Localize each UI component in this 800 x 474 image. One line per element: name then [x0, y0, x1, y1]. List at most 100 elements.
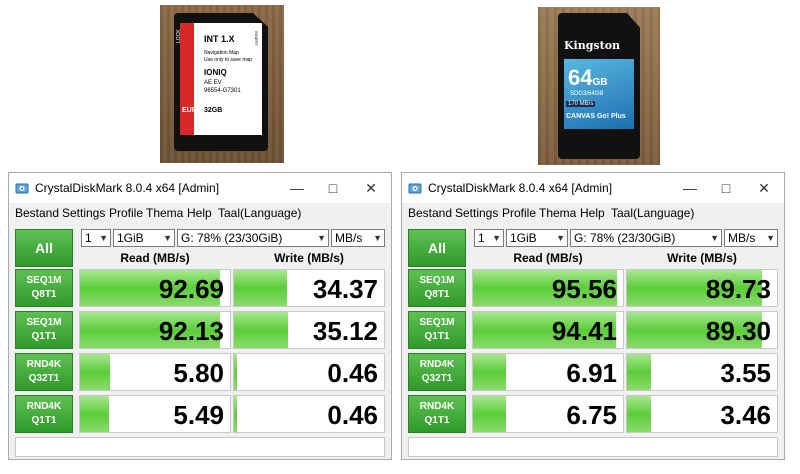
- read-result-cell: 95.56: [472, 269, 624, 307]
- minimize-button[interactable]: —: [683, 180, 697, 196]
- write-value: 89.73: [705, 274, 771, 304]
- seq1m-q8t1-button[interactable]: SEQ1M Q8T1: [15, 269, 73, 307]
- read-result-cell: 92.13: [79, 311, 231, 349]
- test-queue: Q32T1: [28, 373, 60, 384]
- write-result-cell: 0.46: [233, 395, 385, 433]
- card-text-lock: LOCK: [176, 29, 182, 43]
- test-queue: Q1T1: [424, 331, 450, 342]
- photo-kingston-sd-card: Kingston 64GB SDG3/64GB 170 MB/s CANVAS …: [538, 7, 660, 165]
- menu-help[interactable]: Help: [187, 206, 212, 220]
- card-text-navmap: Navigation Map: [204, 50, 239, 56]
- write-bar: [627, 270, 762, 306]
- test-name: SEQ1M: [419, 317, 455, 328]
- photo-navigation-sd-card: INT 1.X Navigation Map Use only to save …: [160, 5, 284, 163]
- test-name: RND4K: [419, 401, 455, 412]
- card-text-ioniq: IONIQ: [204, 68, 227, 77]
- write-value: 3.55: [720, 358, 771, 388]
- minimize-button[interactable]: —: [290, 180, 304, 196]
- title-bar: CrystalDiskMark 8.0.4 x64 [Admin] — □ ✕: [9, 173, 391, 203]
- menu-language[interactable]: Taal(Language): [218, 206, 302, 220]
- test-queue: Q32T1: [421, 373, 453, 384]
- drive-select[interactable]: G: 78% (23/30GiB) ▼: [570, 229, 722, 247]
- menu-thema[interactable]: Thema: [146, 206, 184, 220]
- menu-language[interactable]: Taal(Language): [611, 206, 695, 220]
- read-result-cell: 92.69: [79, 269, 231, 307]
- all-button[interactable]: All: [15, 229, 73, 267]
- close-button[interactable]: ✕: [365, 180, 377, 196]
- write-value: 89.30: [705, 316, 771, 346]
- seq1m-q1t1-button[interactable]: SEQ1M Q1T1: [15, 311, 73, 349]
- read-value: 92.69: [158, 274, 224, 304]
- menu-profile[interactable]: Profile: [502, 206, 537, 220]
- comment-input[interactable]: [15, 437, 385, 457]
- menu-profile[interactable]: Profile: [109, 206, 144, 220]
- maximize-button[interactable]: □: [721, 180, 731, 196]
- drive-select[interactable]: G: 78% (23/30GiB) ▼: [177, 229, 329, 247]
- menu-settings[interactable]: Settings: [62, 206, 106, 220]
- rnd4k-q1t1-button[interactable]: RND4K Q1T1: [408, 395, 466, 433]
- chevron-down-icon: ▼: [99, 233, 108, 243]
- chevron-down-icon: ▼: [556, 233, 565, 243]
- rnd4k-q32t1-button[interactable]: RND4K Q32T1: [408, 353, 466, 391]
- read-value: 6.75: [566, 400, 617, 430]
- menu-bestand[interactable]: Bestand: [15, 206, 60, 220]
- comment-input[interactable]: [408, 437, 778, 457]
- read-value: 6.91: [566, 358, 617, 388]
- all-button[interactable]: All: [408, 229, 466, 267]
- write-result-cell: 0.46: [233, 353, 385, 391]
- unit-select[interactable]: MB/s ▼: [724, 229, 778, 247]
- write-result-cell: 89.73: [626, 269, 778, 307]
- read-value: 92.13: [158, 316, 224, 346]
- read-bar: [80, 270, 220, 306]
- test-name: RND4K: [26, 401, 62, 412]
- test-count-select[interactable]: 1 ▼: [81, 229, 111, 247]
- write-result-cell: 3.46: [626, 395, 778, 433]
- test-count-select[interactable]: 1 ▼: [474, 229, 504, 247]
- write-header: Write (MB/s): [274, 251, 344, 265]
- write-value: 0.46: [327, 358, 378, 388]
- maximize-button[interactable]: □: [328, 180, 338, 196]
- read-result-cell: 94.41: [472, 311, 624, 349]
- test-queue: Q1T1: [31, 331, 57, 342]
- unit-select[interactable]: MB/s ▼: [331, 229, 385, 247]
- write-bar: [627, 396, 651, 432]
- test-size-select[interactable]: 1GiB ▼: [113, 229, 175, 247]
- menu-thema[interactable]: Thema: [539, 206, 577, 220]
- close-button[interactable]: ✕: [758, 180, 770, 196]
- read-result-cell: 6.75: [472, 395, 624, 433]
- card-capacity-value: 64: [568, 65, 593, 90]
- write-bar: [234, 270, 287, 306]
- window-title: CrystalDiskMark 8.0.4 x64 [Admin]: [428, 181, 613, 195]
- sd-card: Kingston 64GB SDG3/64GB 170 MB/s CANVAS …: [558, 13, 640, 159]
- test-queue: Q8T1: [424, 289, 450, 300]
- card-speed: 170 MB/s: [566, 101, 596, 107]
- card-text-insert: INSERT: [254, 31, 259, 46]
- test-name: RND4K: [26, 359, 62, 370]
- sd-card: INT 1.X Navigation Map Use only to save …: [174, 13, 268, 151]
- unit-value: MB/s: [335, 231, 363, 245]
- seq1m-q8t1-button[interactable]: SEQ1M Q8T1: [408, 269, 466, 307]
- rnd4k-q32t1-button[interactable]: RND4K Q32T1: [15, 353, 73, 391]
- test-size-select[interactable]: 1GiB ▼: [506, 229, 568, 247]
- write-bar: [627, 354, 651, 390]
- read-value: 5.80: [173, 358, 224, 388]
- read-bar: [80, 312, 220, 348]
- write-result-cell: 3.55: [626, 353, 778, 391]
- drive-value: G: 78% (23/30GiB): [574, 231, 676, 245]
- menu-settings[interactable]: Settings: [455, 206, 499, 220]
- rnd4k-q1t1-button[interactable]: RND4K Q1T1: [15, 395, 73, 433]
- write-bar: [234, 396, 237, 432]
- menu-bestand[interactable]: Bestand: [408, 206, 453, 220]
- menu-help[interactable]: Help: [580, 206, 605, 220]
- card-red-stripe: [180, 23, 194, 135]
- test-size-value: 1GiB: [117, 231, 144, 245]
- cdm-window-1: CrystalDiskMark 8.0.4 x64 [Admin] — □ ✕ …: [8, 172, 392, 460]
- chevron-down-icon: ▼: [710, 233, 719, 243]
- chevron-down-icon: ▼: [766, 233, 775, 243]
- card-capacity-unit: GB: [592, 77, 608, 88]
- read-result-cell: 5.49: [79, 395, 231, 433]
- read-value: 5.49: [173, 400, 224, 430]
- write-value: 34.37: [312, 274, 378, 304]
- write-value: 35.12: [312, 316, 378, 346]
- seq1m-q1t1-button[interactable]: SEQ1M Q1T1: [408, 311, 466, 349]
